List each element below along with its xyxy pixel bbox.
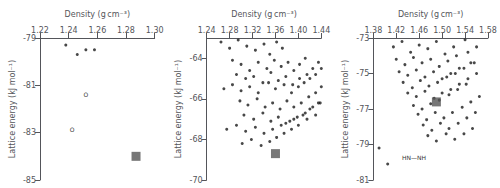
svg-text:-79: -79 [356, 140, 369, 149]
svg-text:1.28: 1.28 [117, 26, 135, 35]
svg-text:O: O [84, 91, 89, 98]
svg-text:1.50: 1.50 [433, 26, 451, 35]
svg-text:Lattice energy (kJ mol⁻¹): Lattice energy (kJ mol⁻¹) [341, 60, 350, 158]
svg-text:Density (g cm⁻³): Density (g cm⁻³) [65, 10, 131, 19]
svg-text:-81: -81 [356, 176, 369, 185]
svg-text:1.38: 1.38 [364, 26, 382, 35]
svg-text:1.22: 1.22 [31, 26, 49, 35]
svg-text:1.46: 1.46 [410, 26, 428, 35]
svg-text:-73: -73 [356, 34, 369, 43]
svg-text:-81: -81 [23, 81, 36, 90]
svg-text:1.24: 1.24 [198, 26, 216, 35]
svg-text:Density (g cm⁻³): Density (g cm⁻³) [398, 10, 464, 19]
svg-text:-70: -70 [190, 176, 203, 185]
svg-text:-68: -68 [190, 135, 203, 144]
svg-text:Lattice energy (kJ mol⁻¹): Lattice energy (kJ mol⁻¹) [8, 60, 17, 158]
svg-text:-66: -66 [190, 94, 203, 103]
svg-text:HN—NH: HN—NH [402, 154, 426, 161]
svg-text:1.44: 1.44 [312, 26, 330, 35]
svg-text:1.54: 1.54 [456, 26, 474, 35]
svg-text:1.30: 1.30 [146, 26, 164, 35]
svg-text:O: O [70, 126, 75, 133]
svg-text:1.40: 1.40 [289, 26, 307, 35]
svg-text:-85: -85 [23, 176, 36, 185]
svg-text:1.58: 1.58 [479, 26, 497, 35]
svg-text:Lattice energy (kJ mol⁻¹): Lattice energy (kJ mol⁻¹) [174, 60, 183, 158]
svg-text:1.32: 1.32 [244, 26, 262, 35]
svg-text:1.36: 1.36 [267, 26, 285, 35]
svg-text:-77: -77 [356, 105, 369, 114]
svg-text:1.28: 1.28 [221, 26, 239, 35]
svg-text:1.26: 1.26 [88, 26, 106, 35]
svg-text:-79: -79 [23, 34, 36, 43]
svg-text:1.24: 1.24 [60, 26, 78, 35]
svg-text:-64: -64 [190, 54, 203, 63]
svg-text:Density (g cm⁻³): Density (g cm⁻³) [231, 10, 297, 19]
svg-text:-83: -83 [23, 128, 36, 137]
svg-text:-75: -75 [356, 69, 369, 78]
svg-text:1.42: 1.42 [387, 26, 405, 35]
